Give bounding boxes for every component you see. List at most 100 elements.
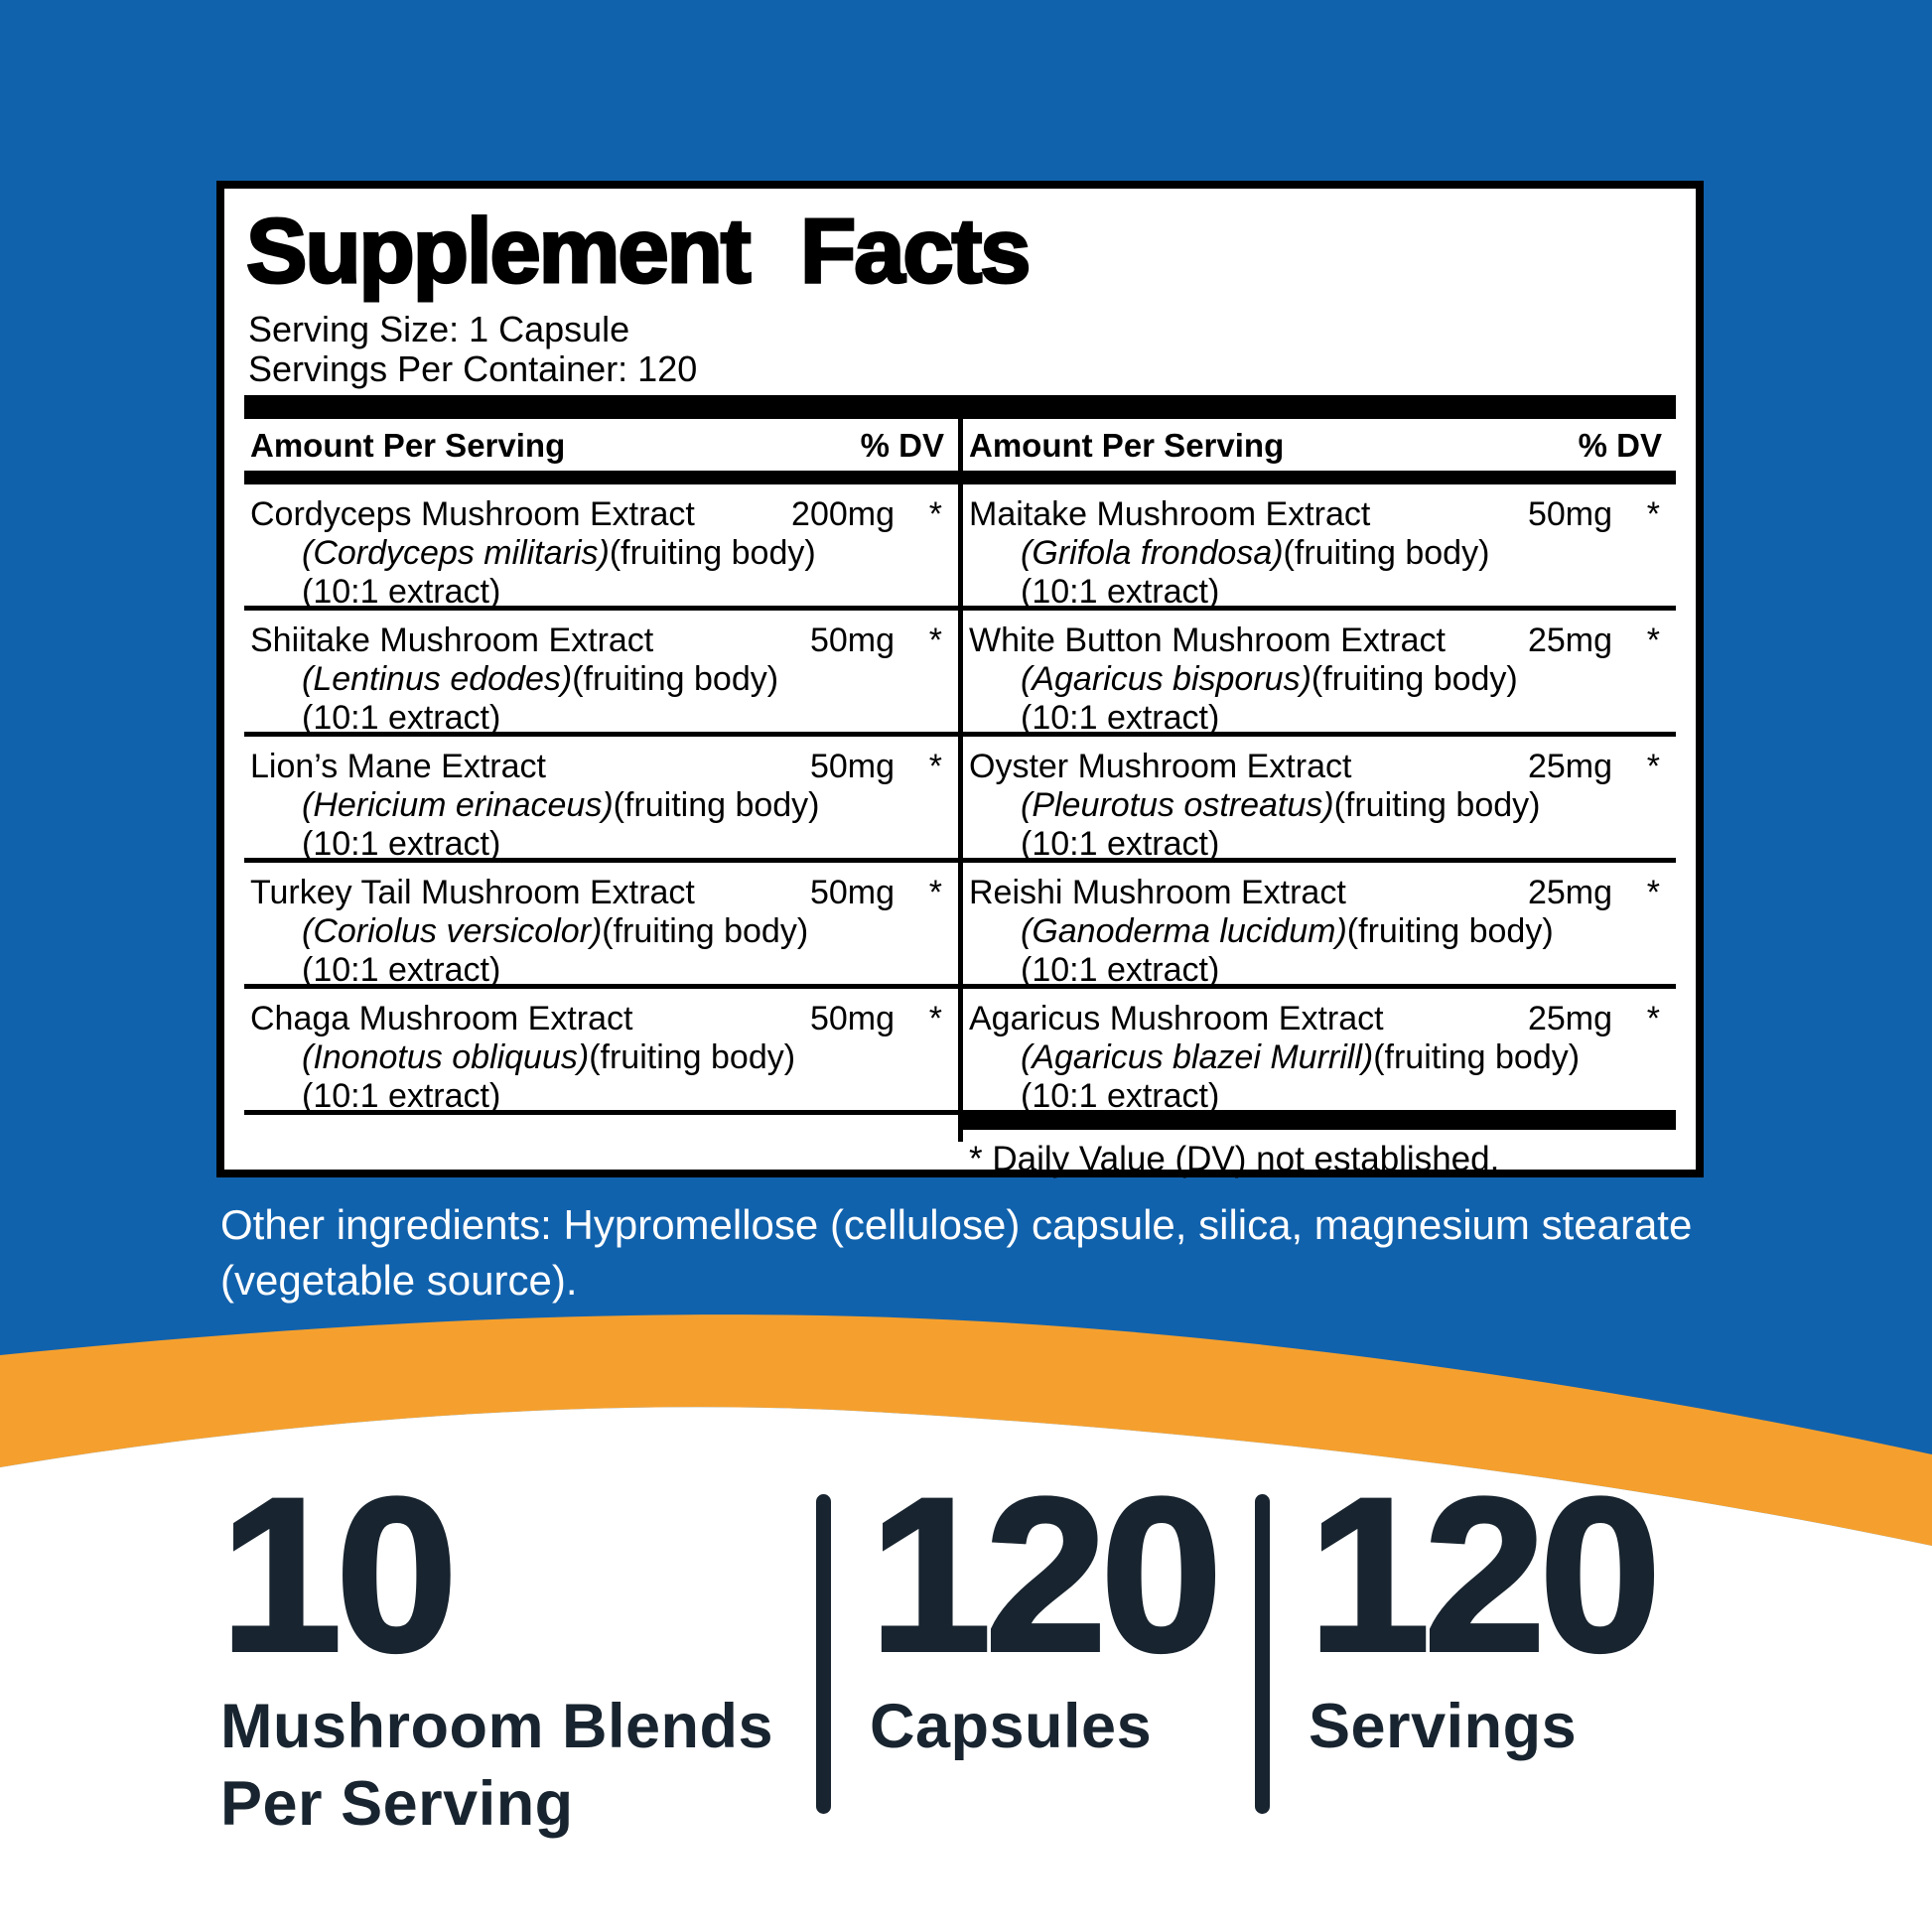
latin-name: (Hericium erinaceus) bbox=[302, 786, 614, 824]
dv-footnote: * Daily Value (DV) not established. bbox=[969, 1140, 1500, 1178]
ingredient-name: Maitake Mushroom Extract bbox=[969, 495, 1371, 533]
latin-name: (Lentinus edodes) bbox=[302, 660, 573, 698]
ingredient-dv-asterisk: * bbox=[1646, 1000, 1660, 1037]
ingredient-detail: (Agaricus blazei Murrill)(fruiting body) bbox=[969, 1038, 1676, 1077]
ingredient-detail: (Agaricus bisporus)(fruiting body) bbox=[969, 660, 1676, 699]
latin-name: (Pleurotus ostreatus) bbox=[1021, 786, 1334, 824]
stat-label-line1: Servings bbox=[1309, 1692, 1578, 1761]
extract-ratio: (10:1 extract) bbox=[302, 825, 501, 863]
ingredient-row-cordyceps: Cordyceps Mushroom Extract (Cordyceps mi… bbox=[244, 484, 958, 611]
other-ingredients-text: Other ingredients: Hypromellose (cellulo… bbox=[220, 1201, 1693, 1304]
ingredient-dv-asterisk: * bbox=[1646, 621, 1660, 659]
facts-column-right: Amount Per Serving % DV Maitake Mushroom… bbox=[963, 395, 1676, 1178]
serving-size: Serving Size: 1 Capsule bbox=[248, 309, 630, 349]
extract-ratio: (10:1 extract) bbox=[1021, 825, 1220, 863]
ingredient-dv-asterisk: * bbox=[928, 1000, 942, 1037]
ingredient-name: Turkey Tail Mushroom Extract bbox=[250, 874, 695, 911]
latin-name: (Grifola frondosa) bbox=[1021, 534, 1284, 572]
ingredient-amount: 25mg bbox=[1527, 621, 1612, 659]
header-bar-top bbox=[963, 395, 1676, 419]
column-header-row: Amount Per Serving % DV bbox=[244, 419, 958, 471]
ingredient-amount: 50mg bbox=[809, 621, 895, 659]
stat-label: Capsules bbox=[870, 1688, 1216, 1765]
extract-ratio: (10:1 extract) bbox=[1021, 573, 1220, 611]
stat-value: 120 bbox=[1307, 1452, 1663, 1697]
ingredient-row-oyster: Oyster Mushroom Extract (Pleurotus ostre… bbox=[963, 737, 1676, 863]
ingredient-name: Cordyceps Mushroom Extract bbox=[250, 495, 695, 533]
facts-table: Amount Per Serving % DV Cordyceps Mushro… bbox=[244, 395, 1676, 1178]
left-column-filler bbox=[244, 1115, 958, 1142]
fruiting-body-note: (fruiting body) bbox=[572, 660, 779, 698]
ingredient-amount: 25mg bbox=[1527, 748, 1612, 785]
panel-title: Supplement Facts bbox=[245, 201, 1033, 302]
stat-label: Servings bbox=[1309, 1688, 1655, 1765]
ingredient-row-chaga: Chaga Mushroom Extract (Inonotus obliquu… bbox=[244, 989, 958, 1115]
facts-column-left: Amount Per Serving % DV Cordyceps Mushro… bbox=[244, 395, 963, 1142]
fruiting-body-note: (fruiting body) bbox=[589, 1038, 796, 1076]
ingredient-row-maitake: Maitake Mushroom Extract (Grifola frondo… bbox=[963, 484, 1676, 611]
fruiting-body-note: (fruiting body) bbox=[1311, 660, 1518, 698]
ingredient-amount: 25mg bbox=[1527, 1000, 1612, 1037]
fruiting-body-note: (fruiting body) bbox=[1333, 786, 1541, 824]
ingredient-name: Oyster Mushroom Extract bbox=[969, 748, 1352, 785]
ingredient-detail: (Coriolus versicolor)(fruiting body) bbox=[250, 912, 958, 951]
footnote-bar bbox=[963, 1110, 1676, 1130]
ingredient-detail: (Hericium erinaceus)(fruiting body) bbox=[250, 786, 958, 825]
fruiting-body-note: (fruiting body) bbox=[602, 912, 809, 950]
ingredient-name: Agaricus Mushroom Extract bbox=[969, 1000, 1384, 1037]
ingredient-dv-asterisk: * bbox=[928, 748, 942, 785]
column-header-dv: % DV bbox=[860, 427, 944, 464]
ingredient-amount: 50mg bbox=[809, 748, 895, 785]
header-bar-bottom bbox=[244, 471, 958, 484]
ingredient-name: White Button Mushroom Extract bbox=[969, 621, 1446, 659]
latin-name: (Agaricus bisporus) bbox=[1021, 660, 1311, 698]
ingredient-dv-asterisk: * bbox=[928, 621, 942, 659]
stat-servings: 120 Servings bbox=[1307, 1452, 1663, 1765]
ingredient-name: Shiitake Mushroom Extract bbox=[250, 621, 654, 659]
ingredient-detail: (Pleurotus ostreatus)(fruiting body) bbox=[969, 786, 1676, 825]
fruiting-body-note: (fruiting body) bbox=[1373, 1038, 1581, 1076]
latin-name: (Ganoderma lucidum) bbox=[1021, 912, 1347, 950]
ingredient-row-shiitake: Shiitake Mushroom Extract (Lentinus edod… bbox=[244, 611, 958, 737]
stat-value: 10 bbox=[218, 1452, 460, 1697]
column-header-amount: Amount Per Serving bbox=[250, 427, 566, 464]
serving-info: Serving Size: 1 Capsule Servings Per Con… bbox=[248, 310, 1676, 389]
stat-label-line1: Capsules bbox=[870, 1692, 1153, 1761]
extract-ratio: (10:1 extract) bbox=[1021, 951, 1220, 989]
ingredient-amount: 200mg bbox=[791, 495, 895, 533]
extract-ratio: (10:1 extract) bbox=[302, 951, 501, 989]
ingredient-row-agaricus: Agaricus Mushroom Extract (Agaricus blaz… bbox=[963, 989, 1676, 1115]
ingredient-detail: (Ganoderma lucidum)(fruiting body) bbox=[969, 912, 1676, 951]
stat-divider bbox=[1255, 1494, 1270, 1814]
ingredient-amount: 50mg bbox=[809, 1000, 895, 1037]
stat-label-line1: Mushroom Blends bbox=[220, 1692, 774, 1761]
fruiting-body-note: (fruiting body) bbox=[613, 786, 820, 824]
extract-ratio: (10:1 extract) bbox=[1021, 699, 1220, 737]
stat-divider bbox=[816, 1494, 831, 1814]
ingredient-row-lions-mane: Lion’s Mane Extract (Hericium erinaceus)… bbox=[244, 737, 958, 863]
ingredient-amount: 25mg bbox=[1527, 874, 1612, 911]
ingredient-dv-asterisk: * bbox=[1646, 495, 1660, 533]
latin-name: (Cordyceps militaris) bbox=[302, 534, 610, 572]
ingredient-amount: 50mg bbox=[1527, 495, 1612, 533]
supplement-facts-panel: Supplement Facts Serving Size: 1 Capsule… bbox=[216, 181, 1704, 1178]
fruiting-body-note: (fruiting body) bbox=[1346, 912, 1554, 950]
column-header-dv: % DV bbox=[1578, 427, 1662, 464]
header-bar-bottom bbox=[963, 471, 1676, 484]
ingredient-dv-asterisk: * bbox=[928, 874, 942, 911]
header-bar-top bbox=[244, 395, 958, 419]
orange-swoosh-shape bbox=[0, 1314, 1932, 1546]
ingredient-dv-asterisk: * bbox=[1646, 748, 1660, 785]
white-base-shape bbox=[0, 1407, 1932, 1932]
ingredient-detail: (Cordyceps militaris)(fruiting body) bbox=[250, 534, 958, 573]
fruiting-body-note: (fruiting body) bbox=[609, 534, 816, 572]
extract-ratio: (10:1 extract) bbox=[1021, 1077, 1220, 1115]
stat-label: Mushroom Blends Per Serving bbox=[220, 1688, 773, 1843]
latin-name: (Agaricus blazei Murrill) bbox=[1021, 1038, 1374, 1076]
servings-per-container: Servings Per Container: 120 bbox=[248, 348, 698, 389]
ingredient-amount: 50mg bbox=[809, 874, 895, 911]
ingredient-row-reishi: Reishi Mushroom Extract (Ganoderma lucid… bbox=[963, 863, 1676, 989]
extract-ratio: (10:1 extract) bbox=[302, 573, 501, 611]
ingredient-row-white-button: White Button Mushroom Extract (Agaricus … bbox=[963, 611, 1676, 737]
